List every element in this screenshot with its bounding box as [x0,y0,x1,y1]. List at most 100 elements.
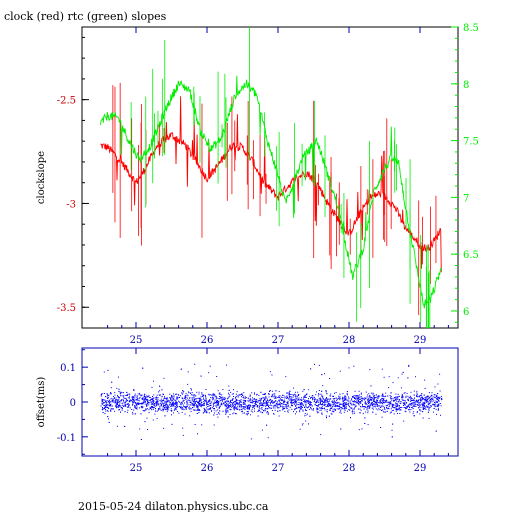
offset-point [134,407,136,409]
offset-point [136,402,138,404]
offset-point [404,400,406,402]
offset-point [400,407,402,408]
offset-point [268,412,269,414]
offset-point [344,395,346,397]
offset-point [167,407,169,409]
offset-point [139,394,141,396]
offset-point [270,395,272,397]
offset-point [209,394,211,396]
offset-point [316,399,318,400]
offset-point [233,389,234,391]
offset-point [336,400,338,402]
offset-point [167,408,168,410]
offset-point [272,393,274,395]
x-tick-label: 26 [201,335,214,346]
offset-point [415,400,417,402]
offset-point [197,406,198,408]
offset-point [399,405,400,407]
y2-tick-label: 7 [463,193,469,204]
offset-point [175,393,177,395]
offset-point [372,399,374,401]
offset-point [345,398,347,400]
offset-point [255,398,257,400]
offset-point [112,400,114,401]
offset-point [392,405,393,407]
offset-point [200,400,202,402]
offset-point [241,396,242,398]
offset-point [291,404,292,406]
offset-point [369,406,371,408]
offset-point [217,404,218,406]
offset-point [295,408,297,409]
offset-point [272,395,274,397]
offset-point [210,407,211,409]
offset-point [127,394,128,396]
offset-point [394,398,396,400]
offset-point [344,402,346,404]
offset-point [368,406,370,408]
offset-point [198,404,200,406]
offset-point [314,400,315,402]
offset-point [273,413,275,415]
offset-point [391,398,392,400]
offset-point [146,396,148,398]
offset-point [181,392,183,394]
offset-point [381,395,383,397]
offset-point [160,394,161,396]
offset-point [410,391,412,393]
offset-point [216,397,218,399]
offset-point [229,414,231,415]
offset-point [320,393,322,395]
offset-point [322,396,323,398]
offset-point [405,402,407,404]
offset-point [421,400,423,402]
offset-point [247,414,248,416]
offset-point [199,409,201,411]
offset-point [325,390,327,391]
offset-point [194,409,196,411]
offset-point [438,403,440,405]
offset-point [394,397,396,399]
offset-point [125,402,127,404]
offset-point [265,401,267,403]
offset-point [396,409,398,411]
offset-point [404,404,405,406]
offset-point [400,402,402,404]
offset-point [385,392,387,394]
offset-point [318,411,320,413]
offset-point [285,405,287,407]
offset-point [336,398,338,400]
offset-point [127,393,129,395]
offset-point [214,395,216,397]
offset-point [323,402,325,404]
offset-point [295,405,297,407]
offset-point [148,400,150,402]
offset-point [125,397,127,399]
offset-point [156,400,158,402]
offset-point [403,407,405,408]
offset-point [379,400,381,402]
offset-point [248,399,250,401]
offset-point [344,399,346,401]
offset-point [338,405,340,407]
clock-series-line [100,96,442,273]
offset-point [191,408,193,410]
offset-point [143,396,145,398]
offset-point [183,399,185,401]
offset-point [399,409,401,411]
offset-point [210,407,212,409]
offset-point [231,402,233,403]
offset-point [171,410,173,412]
offset-point [115,403,117,405]
offset-point [364,397,366,399]
offset-point [234,401,236,403]
offset-point [329,404,331,406]
offset-point [353,397,355,398]
offset-point [127,403,129,405]
offset-point [283,402,285,403]
offset-point [110,409,112,411]
offset-point [396,398,398,400]
offset-point [412,408,414,410]
offset-point [402,400,404,401]
offset-point [300,402,302,404]
